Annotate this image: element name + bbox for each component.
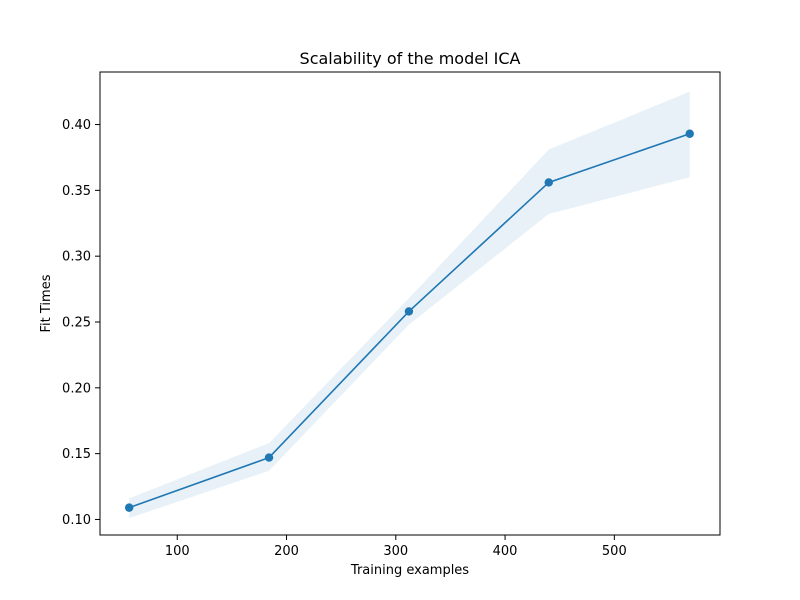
- axes-frame: [99, 71, 721, 536]
- y-tick-label: 0.40: [62, 118, 91, 133]
- x-axis-label: Training examples: [350, 563, 469, 578]
- data-point-3: [404, 307, 414, 316]
- y-tick-label: 0.30: [62, 250, 91, 265]
- y-tick-label: 0.25: [62, 315, 91, 330]
- y-tick-label: 0.35: [62, 184, 91, 199]
- data-point-5: [685, 129, 694, 138]
- data-point-2: [264, 453, 274, 462]
- x-tick-label: 200: [274, 544, 299, 559]
- confidence-band: [129, 91, 690, 519]
- x-tick-label: 100: [165, 544, 190, 559]
- y-tick-label: 0.15: [62, 447, 91, 462]
- x-tick-label: 500: [602, 544, 627, 559]
- y-axis: 0.10 0.15 0.20 0.25 0.30 0.35 0.40: [62, 118, 100, 528]
- data-point-1: [124, 503, 134, 512]
- chart-title: Scalability of the model ICA: [300, 49, 521, 68]
- x-tick-label: 300: [383, 544, 408, 559]
- x-axis: 100 200 300 400 500: [165, 535, 627, 559]
- y-tick-label: 0.20: [62, 381, 91, 396]
- y-tick-label: 0.10: [62, 513, 91, 528]
- y-axis-label: Fit Times: [39, 274, 54, 332]
- plot-area: [124, 91, 694, 519]
- x-tick-label: 400: [493, 544, 518, 559]
- data-point-4: [544, 178, 553, 187]
